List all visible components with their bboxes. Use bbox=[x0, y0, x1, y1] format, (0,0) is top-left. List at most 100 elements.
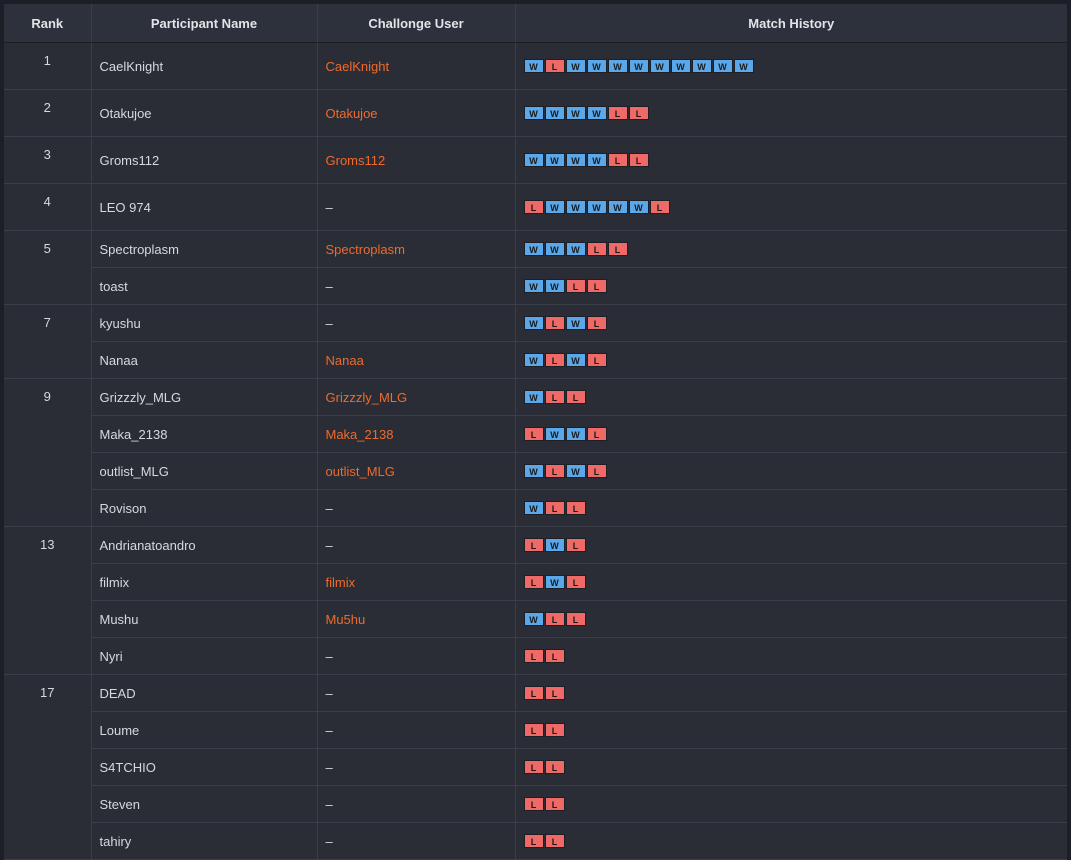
match-win-badge[interactable]: W bbox=[544, 242, 565, 256]
match-win-badge[interactable]: W bbox=[607, 59, 628, 73]
match-win-badge[interactable]: W bbox=[628, 59, 649, 73]
match-loss-badge[interactable]: L bbox=[544, 797, 565, 811]
match-win-badge[interactable]: W bbox=[523, 316, 544, 330]
match-loss-badge[interactable]: L bbox=[586, 316, 607, 330]
match-loss-badge[interactable]: L bbox=[565, 501, 586, 515]
match-loss-badge[interactable]: L bbox=[586, 353, 607, 367]
rank-cell: 4 bbox=[4, 183, 92, 231]
match-loss-badge[interactable]: L bbox=[586, 464, 607, 478]
match-win-badge[interactable]: W bbox=[586, 59, 607, 73]
match-win-badge[interactable]: W bbox=[628, 200, 649, 214]
challonge-user-link[interactable]: Nanaa bbox=[317, 341, 516, 379]
match-loss-badge[interactable]: L bbox=[628, 106, 649, 120]
match-loss-badge[interactable]: L bbox=[565, 612, 586, 626]
match-win-badge[interactable]: W bbox=[586, 106, 607, 120]
match-win-badge[interactable]: W bbox=[586, 200, 607, 214]
match-win-badge[interactable]: W bbox=[712, 59, 733, 73]
match-loss-badge[interactable]: L bbox=[565, 279, 586, 293]
match-win-badge[interactable]: W bbox=[649, 59, 670, 73]
match-win-badge[interactable]: W bbox=[565, 242, 586, 256]
match-loss-badge[interactable]: L bbox=[544, 612, 565, 626]
challonge-user-link[interactable]: Mu5hu bbox=[317, 600, 516, 638]
match-loss-badge[interactable]: L bbox=[586, 427, 607, 441]
match-loss-badge[interactable]: L bbox=[544, 464, 565, 478]
header-match-history[interactable]: Match History bbox=[515, 4, 1067, 43]
header-challonge-user[interactable]: Challonge User bbox=[317, 4, 516, 43]
match-win-badge[interactable]: W bbox=[523, 279, 544, 293]
match-win-badge[interactable]: W bbox=[523, 464, 544, 478]
match-loss-badge[interactable]: L bbox=[544, 686, 565, 700]
match-loss-badge[interactable]: L bbox=[523, 760, 544, 774]
match-loss-badge[interactable]: L bbox=[544, 59, 565, 73]
match-win-badge[interactable]: W bbox=[733, 59, 754, 73]
match-loss-badge[interactable]: L bbox=[586, 279, 607, 293]
match-win-badge[interactable]: W bbox=[523, 106, 544, 120]
match-win-badge[interactable]: W bbox=[523, 59, 544, 73]
match-loss-badge[interactable]: L bbox=[544, 390, 565, 404]
match-loss-badge[interactable]: L bbox=[523, 834, 544, 848]
match-win-badge[interactable]: W bbox=[565, 106, 586, 120]
match-win-badge[interactable]: W bbox=[607, 200, 628, 214]
challonge-user-link[interactable]: Grizzzly_MLG bbox=[317, 378, 516, 416]
match-loss-badge[interactable]: L bbox=[544, 316, 565, 330]
match-win-badge[interactable]: W bbox=[544, 153, 565, 167]
match-win-badge[interactable]: W bbox=[565, 464, 586, 478]
challonge-user-link[interactable]: Spectroplasm bbox=[317, 230, 516, 268]
match-win-badge[interactable]: W bbox=[565, 200, 586, 214]
match-loss-badge[interactable]: L bbox=[523, 649, 544, 663]
challonge-user-link[interactable]: outlist_MLG bbox=[317, 452, 516, 490]
match-win-badge[interactable]: W bbox=[544, 575, 565, 589]
match-win-badge[interactable]: W bbox=[523, 390, 544, 404]
match-loss-badge[interactable]: L bbox=[544, 649, 565, 663]
challonge-user-link[interactable]: CaelKnight bbox=[317, 42, 516, 90]
match-loss-badge[interactable]: L bbox=[607, 106, 628, 120]
match-win-badge[interactable]: W bbox=[670, 59, 691, 73]
challonge-user-link[interactable]: Maka_2138 bbox=[317, 415, 516, 453]
match-loss-badge[interactable]: L bbox=[544, 834, 565, 848]
match-loss-badge[interactable]: L bbox=[565, 538, 586, 552]
match-loss-badge[interactable]: L bbox=[544, 760, 565, 774]
match-win-badge[interactable]: W bbox=[586, 153, 607, 167]
match-win-badge[interactable]: W bbox=[691, 59, 712, 73]
match-win-badge[interactable]: W bbox=[565, 316, 586, 330]
match-loss-badge[interactable]: L bbox=[523, 575, 544, 589]
header-participant-name[interactable]: Participant Name bbox=[91, 4, 318, 43]
match-loss-badge[interactable]: L bbox=[523, 686, 544, 700]
match-win-badge[interactable]: W bbox=[523, 153, 544, 167]
match-win-badge[interactable]: W bbox=[523, 242, 544, 256]
match-win-badge[interactable]: W bbox=[565, 153, 586, 167]
challonge-user-link[interactable]: Groms112 bbox=[317, 136, 516, 184]
match-loss-badge[interactable]: L bbox=[523, 797, 544, 811]
match-win-badge[interactable]: W bbox=[565, 427, 586, 441]
header-rank[interactable]: Rank bbox=[4, 4, 92, 43]
match-loss-badge[interactable]: L bbox=[628, 153, 649, 167]
match-loss-badge[interactable]: L bbox=[607, 153, 628, 167]
challonge-user-link[interactable]: filmix bbox=[317, 563, 516, 601]
match-loss-badge[interactable]: L bbox=[649, 200, 670, 214]
match-loss-badge[interactable]: L bbox=[523, 538, 544, 552]
match-loss-badge[interactable]: L bbox=[544, 723, 565, 737]
match-loss-badge[interactable]: L bbox=[523, 427, 544, 441]
match-win-badge[interactable]: W bbox=[544, 538, 565, 552]
match-loss-badge[interactable]: L bbox=[544, 353, 565, 367]
match-win-badge[interactable]: W bbox=[523, 612, 544, 626]
challonge-user-link[interactable]: Otakujoe bbox=[317, 89, 516, 137]
match-loss-badge[interactable]: L bbox=[565, 390, 586, 404]
match-win-badge[interactable]: W bbox=[523, 501, 544, 515]
match-win-badge[interactable]: W bbox=[523, 353, 544, 367]
match-loss-badge[interactable]: L bbox=[586, 242, 607, 256]
match-win-badge[interactable]: W bbox=[565, 353, 586, 367]
match-win-badge[interactable]: W bbox=[565, 59, 586, 73]
match-win-badge[interactable]: W bbox=[544, 427, 565, 441]
match-win-badge[interactable]: W bbox=[544, 200, 565, 214]
match-loss-badge[interactable]: L bbox=[565, 575, 586, 589]
match-loss-badge[interactable]: L bbox=[523, 200, 544, 214]
match-loss-badge[interactable]: L bbox=[523, 723, 544, 737]
match-win-badge[interactable]: W bbox=[544, 106, 565, 120]
match-loss-badge[interactable]: L bbox=[607, 242, 628, 256]
match-loss-badge[interactable]: L bbox=[544, 501, 565, 515]
match-win-badge[interactable]: W bbox=[544, 279, 565, 293]
